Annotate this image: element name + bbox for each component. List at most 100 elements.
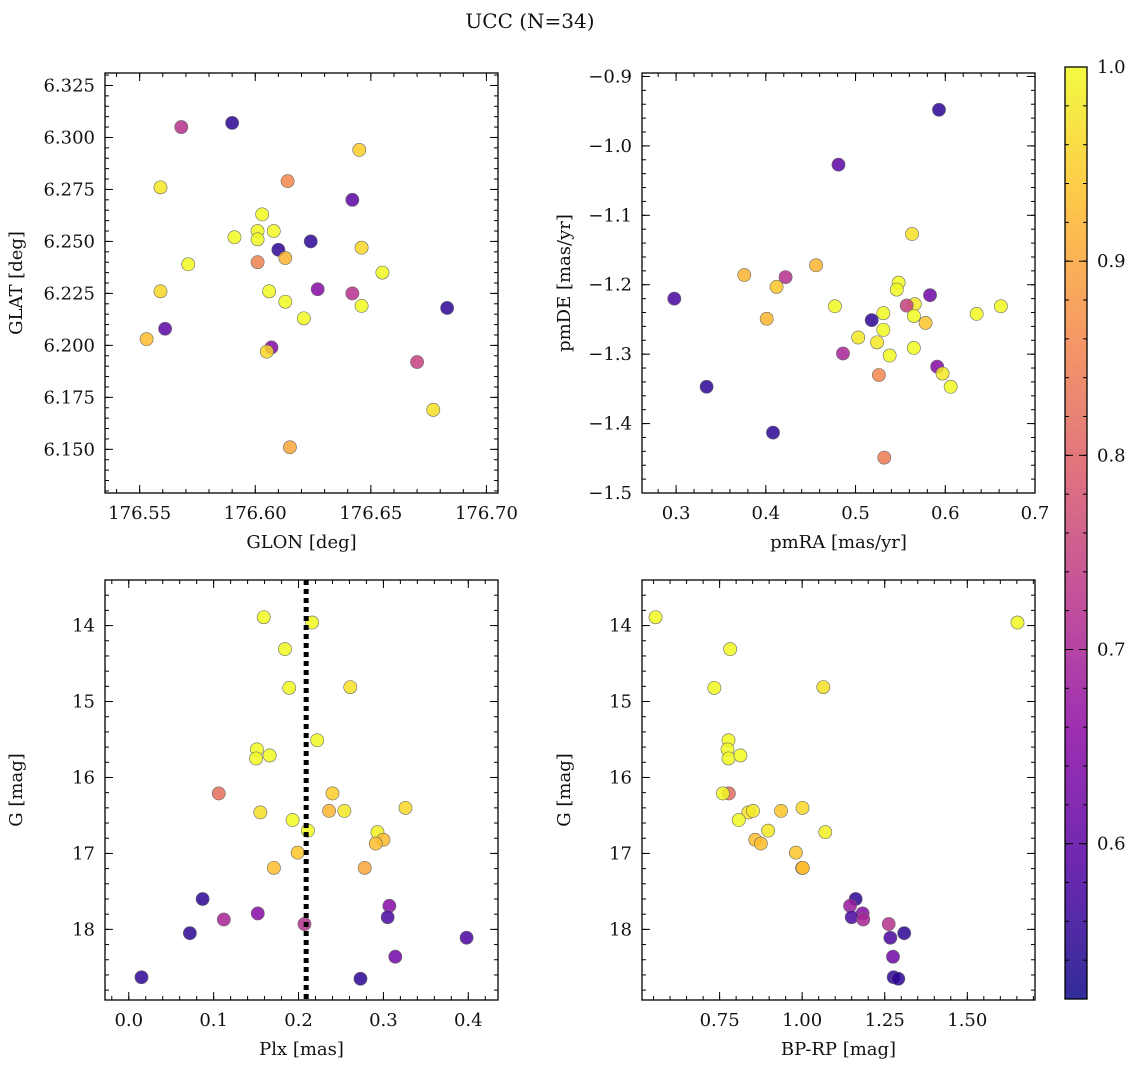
scatter-point (788, 845, 803, 860)
scatter-point (211, 786, 226, 801)
scatter-point (459, 930, 474, 945)
x-tick-label: 0.4 (454, 1010, 483, 1031)
x-tick-label: 176.65 (339, 503, 402, 524)
scatter-point (262, 748, 277, 763)
scatter-point (851, 330, 866, 345)
scatter-point (283, 440, 297, 455)
scatter-point (882, 348, 897, 363)
scatter-point (844, 910, 859, 925)
scatter-point (1010, 615, 1025, 630)
scatter-points (667, 102, 1008, 465)
y-tick-label: 14 (609, 616, 632, 637)
scatter-point (134, 970, 149, 985)
x-tick-label: 0.7 (1021, 503, 1050, 524)
x-tick-label: 0.5 (841, 503, 870, 524)
scatter-point (225, 116, 240, 130)
scatter-point (891, 971, 906, 986)
scatter-point (899, 298, 914, 313)
x-tick-label: 0.4 (752, 503, 781, 524)
x-axis-label: Plx [mas] (259, 1039, 344, 1060)
y-axis-label: G [mag] (6, 753, 27, 826)
colorbar-tick-label: 1.0 (1097, 57, 1126, 78)
scatter-point (881, 917, 896, 931)
y-tick-label: 6.300 (43, 127, 95, 148)
scatter-point (836, 346, 850, 361)
y-tick-label: 6.200 (43, 335, 95, 356)
scatter-point (354, 298, 369, 313)
axes-frame (641, 579, 1036, 1001)
ticks (105, 73, 498, 493)
x-tick-label: 176.55 (108, 503, 171, 524)
scatter-point (158, 321, 173, 336)
y-tick-label: 15 (72, 692, 95, 713)
y-tick-label: 6.175 (43, 387, 95, 408)
scatter-point (935, 366, 950, 381)
scatter-point (440, 301, 455, 315)
y-tick-label: 6.325 (43, 75, 95, 96)
scatter-point (883, 930, 898, 945)
scatter-point (856, 912, 871, 927)
scatter-point (816, 680, 831, 694)
scatter-point (769, 279, 784, 294)
x-tick-label: 0.2 (284, 1010, 313, 1031)
scatter-point (139, 332, 154, 347)
scatter-point (255, 207, 270, 222)
x-tick-label: 0.1 (199, 1010, 228, 1031)
scatter-point (250, 232, 265, 247)
scatter-point (876, 306, 891, 321)
y-tick-label: −1.1 (588, 205, 632, 226)
y-tick-label: 6.225 (43, 283, 95, 304)
scatter-point (195, 892, 210, 906)
scatter-point (310, 282, 325, 297)
panel-g-vs-plx: 0.0 0.1 0.2 0.3 0.4 14 15 16 17 18 Plx [mas] G [mag… (6, 579, 499, 1060)
panel-g-vs-bprp: 0.75 1.00 1.25 1.50 14 15 16 17 18 BP-RP [mag] G [… (554, 579, 1036, 1060)
scatter-point (262, 284, 277, 299)
colorbar-tick-label: 0.8 (1097, 445, 1126, 466)
colorbar-fill (1065, 67, 1087, 999)
scatter-points (139, 116, 455, 455)
scatter-point (153, 284, 168, 299)
scatter-point (766, 425, 780, 440)
scatter-point (174, 120, 189, 134)
y-tick-label: 16 (609, 767, 632, 788)
y-tick-label: 15 (609, 692, 632, 713)
axes-frame (104, 72, 499, 494)
colorbar: 0.6 0.7 0.8 0.9 1.0 (1064, 57, 1126, 1000)
ticks (105, 579, 498, 1000)
scatter-point (325, 786, 340, 801)
scatter-point (843, 898, 857, 913)
y-axis-label: G [mag] (554, 753, 575, 826)
scatter-point (181, 257, 196, 272)
scatter-point (250, 255, 265, 270)
scatter-point (216, 912, 231, 927)
x-tick-label: 1.50 (947, 1010, 987, 1031)
scatter-point (388, 949, 403, 964)
x-tick-label: 1.25 (865, 1010, 905, 1031)
ticks (642, 73, 1036, 494)
scatter-point (253, 805, 268, 820)
y-tick-label: 17 (609, 843, 632, 864)
scatter-point (353, 971, 368, 986)
scatter-point (818, 825, 833, 840)
scatter-point (753, 836, 768, 851)
scatter-point (648, 610, 663, 625)
y-tick-label: −1.3 (588, 344, 632, 365)
scatter-point (889, 282, 904, 297)
scatter-point (864, 313, 879, 328)
scatter-point (343, 680, 358, 694)
scatter-point (322, 803, 336, 818)
y-tick-label: 17 (72, 843, 95, 864)
scatter-point (943, 379, 958, 394)
scatter-point (877, 450, 892, 465)
figure-title: UCC (N=34) (465, 9, 594, 33)
scatter-point (707, 680, 722, 695)
scatter-point (303, 234, 318, 249)
y-tick-label: −1.2 (588, 275, 632, 296)
scatter-point (731, 813, 746, 827)
scatter-point (278, 251, 293, 265)
scatter-point (290, 845, 305, 860)
y-tick-label: 6.275 (43, 179, 95, 200)
scatter-point (828, 299, 842, 314)
colorbar-tick-label: 0.9 (1097, 251, 1126, 272)
